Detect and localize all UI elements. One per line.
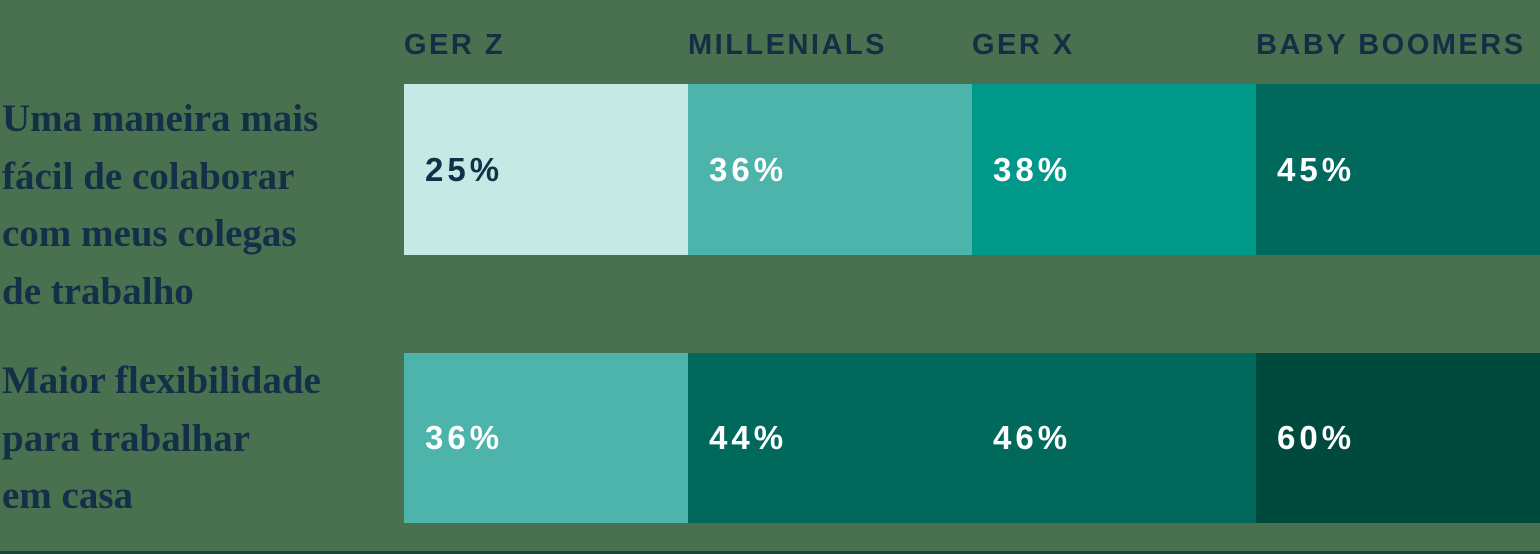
column-header-ger-x: GER X <box>972 29 1075 61</box>
percent-label: 45% <box>1277 150 1356 188</box>
bar-row-collaboration: 25% 36% 38% 45% <box>404 84 1540 255</box>
bar-cell-ger-z: 25% <box>404 84 688 255</box>
row-label-collaboration: Uma maneira mais fácil de colaborar com … <box>2 90 402 320</box>
row-label-line: em casa <box>2 474 134 517</box>
row-label-line: com meus colegas <box>2 212 297 255</box>
bar-cell-millenials: 36% <box>688 84 972 255</box>
row-label-flexibility: Maior flexibilidade para trabalhar em ca… <box>2 352 402 525</box>
percent-label: 36% <box>425 419 504 456</box>
percent-label: 36% <box>709 150 788 188</box>
percent-label: 46% <box>993 419 1072 456</box>
bar-cell-ger-x: 46% <box>972 353 1256 523</box>
bar-cell-baby-boomers: 60% <box>1256 353 1540 523</box>
bar-cell-ger-x: 38% <box>972 84 1256 255</box>
row-label-line: de trabalho <box>2 269 194 313</box>
percent-label: 38% <box>993 150 1072 188</box>
column-header-ger-z: GER Z <box>404 29 506 61</box>
bar-cell-baby-boomers: 45% <box>1256 84 1540 255</box>
column-header-baby-boomers: BABY BOOMERS <box>1256 29 1526 61</box>
row-label-line: fácil de colaborar <box>2 154 295 198</box>
percent-label: 25% <box>425 150 504 188</box>
bar-cell-millenials: 44% <box>688 353 972 523</box>
bar-row-flexibility: 36% 44% 46% 60% <box>404 353 1540 523</box>
percent-label: 60% <box>1277 419 1356 456</box>
row-label-line: Uma maneira mais <box>2 97 319 140</box>
row-label-line: Maior flexibilidade <box>2 359 321 402</box>
column-header-millenials: MILLENIALS <box>688 29 887 61</box>
bar-cell-ger-z: 36% <box>404 353 688 523</box>
bottom-divider <box>0 551 1540 554</box>
percent-label: 44% <box>709 419 788 456</box>
column-headers: GER Z MILLENIALS GER X BABY BOOMERS <box>404 29 1540 63</box>
row-label-line: para trabalhar <box>2 416 251 460</box>
